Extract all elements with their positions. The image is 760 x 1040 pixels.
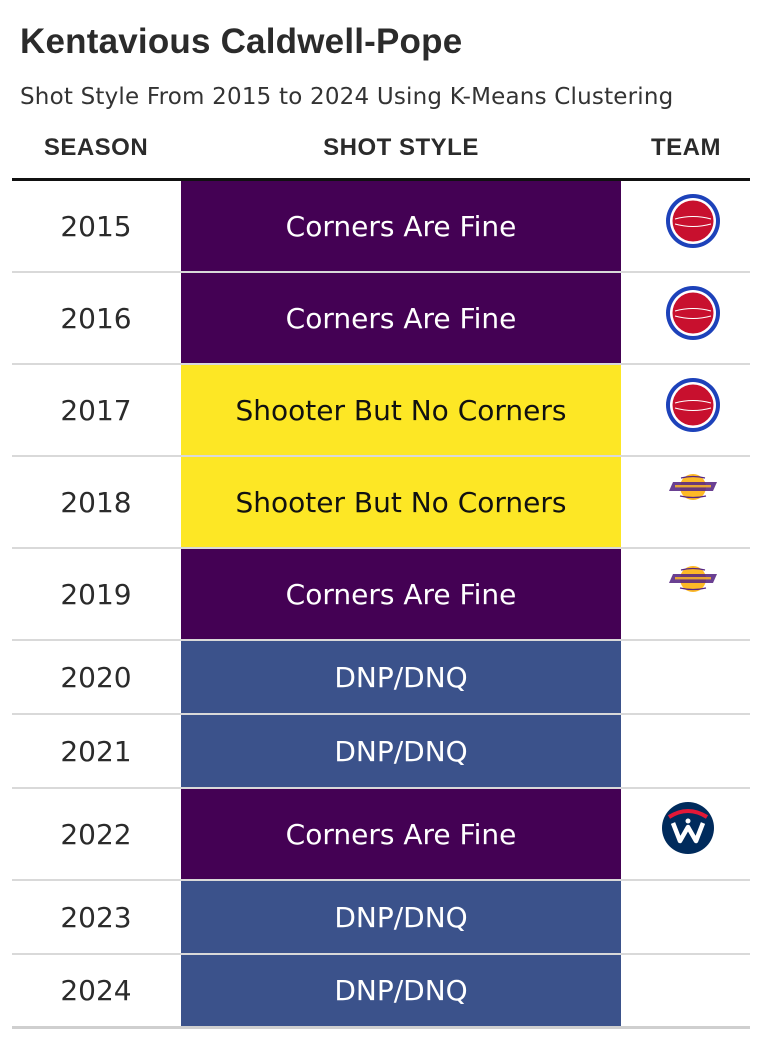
team-cell — [621, 549, 750, 639]
table-row: 2020 DNP/DNQ — [12, 641, 750, 715]
header-team: TEAM — [651, 134, 721, 161]
table-row: 2023 DNP/DNQ — [12, 881, 750, 955]
lakers-logo — [667, 472, 719, 507]
season-cell: 2021 — [60, 734, 132, 768]
chart-title: Kentavious Caldwell-Pope — [20, 22, 463, 61]
season-cell: 2015 — [60, 209, 132, 243]
table-row: 2015 Corners Are Fine — [12, 181, 750, 273]
season-cell: 2023 — [60, 900, 132, 934]
season-cell: 2019 — [60, 577, 132, 611]
table-row: 2024 DNP/DNQ — [12, 955, 750, 1029]
team-cell — [621, 457, 750, 547]
team-cell — [621, 365, 750, 455]
pistons-logo — [665, 377, 721, 438]
shot-style-cell: DNP/DNQ — [181, 881, 621, 953]
team-cell — [621, 955, 750, 1026]
shot-style-cell: Corners Are Fine — [181, 181, 621, 271]
lakers-logo — [667, 564, 719, 599]
team-cell — [621, 881, 750, 953]
shot-style-cell: Shooter But No Corners — [181, 365, 621, 455]
pistons-logo — [665, 285, 721, 346]
team-cell — [621, 715, 750, 787]
table-row: 2022 Corners Are Fine — [12, 789, 750, 881]
table-row: 2018 Shooter But No Corners — [12, 457, 750, 549]
table-body: 2015 Corners Are Fine 2016 Corners Are Fine… — [12, 181, 750, 1029]
team-cell — [621, 789, 750, 879]
wizards-logo — [661, 801, 715, 860]
chart-subtitle: Shot Style From 2015 to 2024 Using K-Mea… — [20, 84, 674, 110]
header-shot-style: SHOT STYLE — [323, 134, 479, 161]
season-cell: 2018 — [60, 485, 132, 519]
season-cell: 2024 — [60, 974, 132, 1007]
season-cell: 2022 — [60, 817, 132, 851]
shot-style-cell: Corners Are Fine — [181, 549, 621, 639]
season-cell: 2020 — [60, 660, 132, 694]
shot-style-cell: Corners Are Fine — [181, 273, 621, 363]
header-rule — [12, 178, 750, 181]
shot-style-cell: DNP/DNQ — [181, 955, 621, 1026]
header-season: SEASON — [43, 134, 149, 161]
shot-style-cell: Shooter But No Corners — [181, 457, 621, 547]
shot-style-cell: DNP/DNQ — [181, 715, 621, 787]
shot-style-cell: DNP/DNQ — [181, 641, 621, 713]
team-cell — [621, 641, 750, 713]
shot-style-cell: Corners Are Fine — [181, 789, 621, 879]
table-row: 2021 DNP/DNQ — [12, 715, 750, 789]
team-cell — [621, 181, 750, 271]
table-row: 2017 Shooter But No Corners — [12, 365, 750, 457]
team-cell — [621, 273, 750, 363]
table-row: 2019 Corners Are Fine — [12, 549, 750, 641]
season-cell: 2017 — [60, 393, 132, 427]
table-row: 2016 Corners Are Fine — [12, 273, 750, 365]
pistons-logo — [665, 193, 721, 254]
season-cell: 2016 — [60, 301, 132, 335]
